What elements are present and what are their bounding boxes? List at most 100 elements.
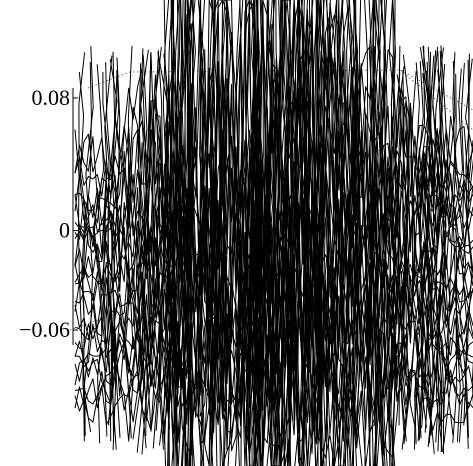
mesh-line-spike-127 [294,0,301,466]
mesh-line-spike-105 [298,0,304,466]
mesh-line-spike-78 [209,0,216,466]
mesh-line-spike-114 [237,0,244,466]
mesh-line-spike-50 [225,0,232,466]
mesh-line-side-5 [102,72,110,437]
mesh-line-side-34 [452,68,463,442]
mesh-line-side-58 [139,49,149,449]
mesh-line-spike-72 [348,0,355,466]
mesh-line-spike-49 [275,0,281,466]
mesh-line-side-38 [93,64,105,444]
mesh-line-spike-67 [269,0,276,466]
mesh-line-side-19 [402,54,410,444]
mesh-line-side-39 [401,70,409,450]
mesh-line-spike-39 [377,0,384,466]
mesh-line-side-26 [152,50,164,449]
mesh-line-spike-28 [243,0,251,466]
mesh-line-spike-104 [177,0,184,466]
mesh-line-spike-24 [341,0,347,466]
mesh-line-side-59 [463,59,473,426]
mesh-line-spike-44 [210,0,216,466]
mesh-line-side-43 [399,65,406,438]
mesh-line-spike-33 [257,0,264,466]
mesh-line-spike-69 [380,0,386,466]
mesh-line-spike-125 [379,0,384,466]
mesh-line-spike-27 [281,0,288,466]
mesh-group [74,0,473,466]
mesh-line-spike-88 [320,0,325,466]
mesh-line-spike-25 [321,0,328,466]
mesh-line-spike-61 [333,0,339,466]
mesh-line-spike-7 [339,0,346,466]
z-tick-label-2: −0.06 [19,317,70,342]
mesh-line-row-5 [74,42,473,366]
z-ticks: 0.08 0 −0.06 [19,85,78,342]
mesh-line-spike-77 [356,0,363,466]
mesh-line-spike-68 [373,0,379,466]
mesh-line-side-1 [145,52,155,437]
mesh-line-spike-99 [174,0,180,466]
mesh-line-spike-121 [169,0,176,466]
mesh-line-spike-109 [388,0,396,466]
mesh-line-spike-73 [189,0,196,466]
mesh-line-side-41 [392,45,401,441]
mesh-line-spike-89 [324,0,331,466]
mesh-line-spike-22 [325,0,332,466]
mesh-line-spike-113 [286,0,292,466]
mesh-line-side-51 [103,62,112,442]
mesh-line-spike-16 [266,0,273,466]
mesh-line-spike-117 [253,0,259,466]
mesh-line-spike-51 [352,0,359,466]
mesh-line-spike-95 [286,0,293,466]
mesh-line-spike-2 [234,0,241,466]
mesh-line-spike-79 [352,0,360,466]
mesh-line-spike-9 [295,0,301,466]
mesh-line-side-21 [154,51,165,450]
mesh-line-side-50 [435,50,445,453]
mesh-line-spike-96 [297,0,303,466]
mesh-line-side-54 [448,60,458,443]
mesh-line-spike-82 [384,0,391,466]
mesh-line-side-30 [424,46,435,455]
mesh-line-side-52 [432,50,442,427]
mesh-line-spike-71 [337,0,344,466]
mesh-line-side-7 [447,52,456,436]
mesh-line-side-57 [415,62,425,439]
mesh-line-spike-92 [216,0,223,466]
mesh-line-spike-108 [244,0,252,466]
mesh-line-side-25 [396,74,407,442]
mesh-line-spike-12 [279,0,285,466]
mesh-line-spike-63 [363,0,369,466]
mesh-line-spike-42 [248,0,255,466]
mesh-line-spike-91 [329,0,335,466]
mesh-line-spike-120 [266,0,274,466]
mesh-line-spike-98 [213,0,219,466]
mesh-line-spike-10 [162,0,169,466]
z-tick-label-0: 0.08 [32,85,71,110]
z-tick-label-1: 0 [59,218,70,243]
mesh-line-side-16 [162,53,172,434]
mesh-line-spike-90 [305,0,311,466]
mesh-line-spike-47 [171,0,176,466]
mesh-line-spike-123 [332,0,339,466]
mesh-line-spike-40 [380,0,386,466]
mesh-line-spike-128 [288,0,296,466]
mesh-line-side-40 [163,73,173,429]
mesh-line-row-24 [74,267,473,466]
mesh-line-spike-87 [389,0,396,466]
mesh-line-side-35 [78,52,86,437]
mesh-line-spike-102 [367,0,374,466]
box-edge-top [87,69,473,111]
mesh-line-spike-75 [301,0,307,466]
mesh-line-spike-115 [257,0,263,466]
mesh-line-spike-112 [313,0,320,466]
mesh-line-spike-4 [197,0,203,466]
mesh-line-spike-57 [197,0,205,466]
mesh-line-spike-107 [317,0,323,466]
mesh-line-side-55 [136,48,146,453]
mesh-line-spike-84 [367,0,374,466]
mesh-line-side-31 [410,70,420,445]
mesh-line-spike-43 [391,0,398,466]
mesh-line-side-28 [112,70,120,451]
mesh-line-spike-110 [311,0,318,466]
mesh-line-spike-66 [179,0,186,466]
